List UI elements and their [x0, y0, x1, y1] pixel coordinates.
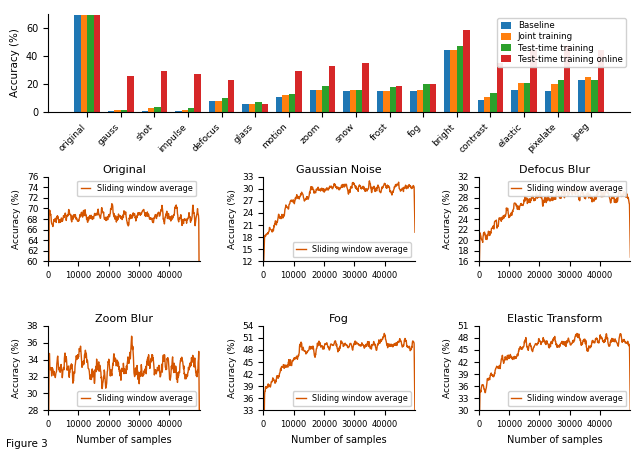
Bar — [182, 110, 188, 112]
Bar — [390, 87, 396, 112]
Bar — [551, 84, 557, 112]
Bar — [148, 108, 154, 112]
Bar — [356, 90, 362, 112]
X-axis label: Number of samples: Number of samples — [507, 435, 602, 445]
Text: Figure 3: Figure 3 — [6, 439, 48, 449]
Bar — [141, 111, 148, 112]
X-axis label: Number of samples: Number of samples — [76, 435, 172, 445]
Bar — [93, 15, 100, 112]
Bar — [295, 71, 301, 112]
Bar — [377, 91, 383, 112]
Title: Fog: Fog — [329, 313, 349, 323]
Bar — [249, 104, 255, 112]
Y-axis label: Accuracy (%): Accuracy (%) — [228, 338, 237, 398]
Legend: Sliding window average: Sliding window average — [508, 181, 627, 196]
Bar — [451, 50, 457, 112]
Bar — [362, 63, 369, 112]
Title: Defocus Blur: Defocus Blur — [519, 165, 590, 175]
X-axis label: Number of samples: Number of samples — [291, 435, 387, 445]
Bar — [557, 80, 564, 112]
Bar — [545, 91, 551, 112]
Legend: Sliding window average: Sliding window average — [77, 181, 196, 196]
Bar — [221, 98, 228, 112]
Bar — [585, 77, 591, 112]
Bar — [255, 102, 262, 112]
Bar — [154, 107, 161, 112]
Bar — [262, 104, 268, 112]
Bar — [383, 91, 390, 112]
Bar — [289, 94, 295, 112]
Bar — [74, 15, 81, 112]
Bar — [591, 80, 598, 112]
Bar — [564, 46, 570, 112]
Bar — [121, 110, 127, 112]
Bar — [108, 111, 115, 112]
Bar — [396, 86, 403, 112]
Legend: Sliding window average: Sliding window average — [508, 391, 627, 406]
Title: Zoom Blur: Zoom Blur — [95, 313, 153, 323]
Bar — [598, 50, 604, 112]
Bar — [329, 66, 335, 112]
Bar — [188, 108, 195, 112]
Bar — [209, 101, 215, 112]
Bar — [579, 80, 585, 112]
Bar — [497, 63, 503, 112]
Bar — [484, 97, 490, 112]
Bar — [444, 50, 451, 112]
Y-axis label: Accuracy (%): Accuracy (%) — [10, 28, 20, 97]
Bar — [161, 71, 167, 112]
Bar — [243, 104, 249, 112]
Bar — [310, 90, 316, 112]
Legend: Sliding window average: Sliding window average — [292, 242, 411, 258]
Title: Gaussian Noise: Gaussian Noise — [296, 165, 382, 175]
Legend: Sliding window average: Sliding window average — [77, 391, 196, 406]
Bar — [417, 90, 423, 112]
Bar — [343, 91, 349, 112]
Bar — [228, 80, 234, 112]
Y-axis label: Accuracy (%): Accuracy (%) — [12, 338, 21, 398]
Y-axis label: Accuracy (%): Accuracy (%) — [228, 189, 237, 249]
Bar — [429, 84, 436, 112]
Bar — [81, 15, 87, 112]
Bar — [175, 111, 182, 112]
Bar — [127, 76, 134, 112]
Y-axis label: Accuracy (%): Accuracy (%) — [443, 338, 452, 398]
Bar — [195, 74, 201, 112]
Bar — [276, 97, 282, 112]
Bar — [477, 100, 484, 112]
Bar — [524, 83, 531, 112]
Bar — [457, 46, 463, 112]
Legend: Baseline, Joint training, Test-time training, Test-time training online: Baseline, Joint training, Test-time trai… — [497, 18, 626, 67]
Bar — [463, 31, 470, 112]
Bar — [215, 101, 221, 112]
Bar — [349, 90, 356, 112]
Y-axis label: Accuracy (%): Accuracy (%) — [12, 189, 21, 249]
Bar — [323, 86, 329, 112]
Bar — [423, 84, 429, 112]
Legend: Sliding window average: Sliding window average — [292, 391, 411, 406]
Bar — [490, 92, 497, 112]
Title: Elastic Transform: Elastic Transform — [507, 313, 602, 323]
Bar — [87, 15, 93, 112]
Bar — [531, 50, 537, 112]
Bar — [115, 110, 121, 112]
Bar — [410, 91, 417, 112]
Bar — [511, 90, 518, 112]
Bar — [518, 83, 524, 112]
Bar — [282, 96, 289, 112]
Y-axis label: Accuracy (%): Accuracy (%) — [443, 189, 452, 249]
Title: Original: Original — [102, 165, 146, 175]
Bar — [316, 90, 323, 112]
